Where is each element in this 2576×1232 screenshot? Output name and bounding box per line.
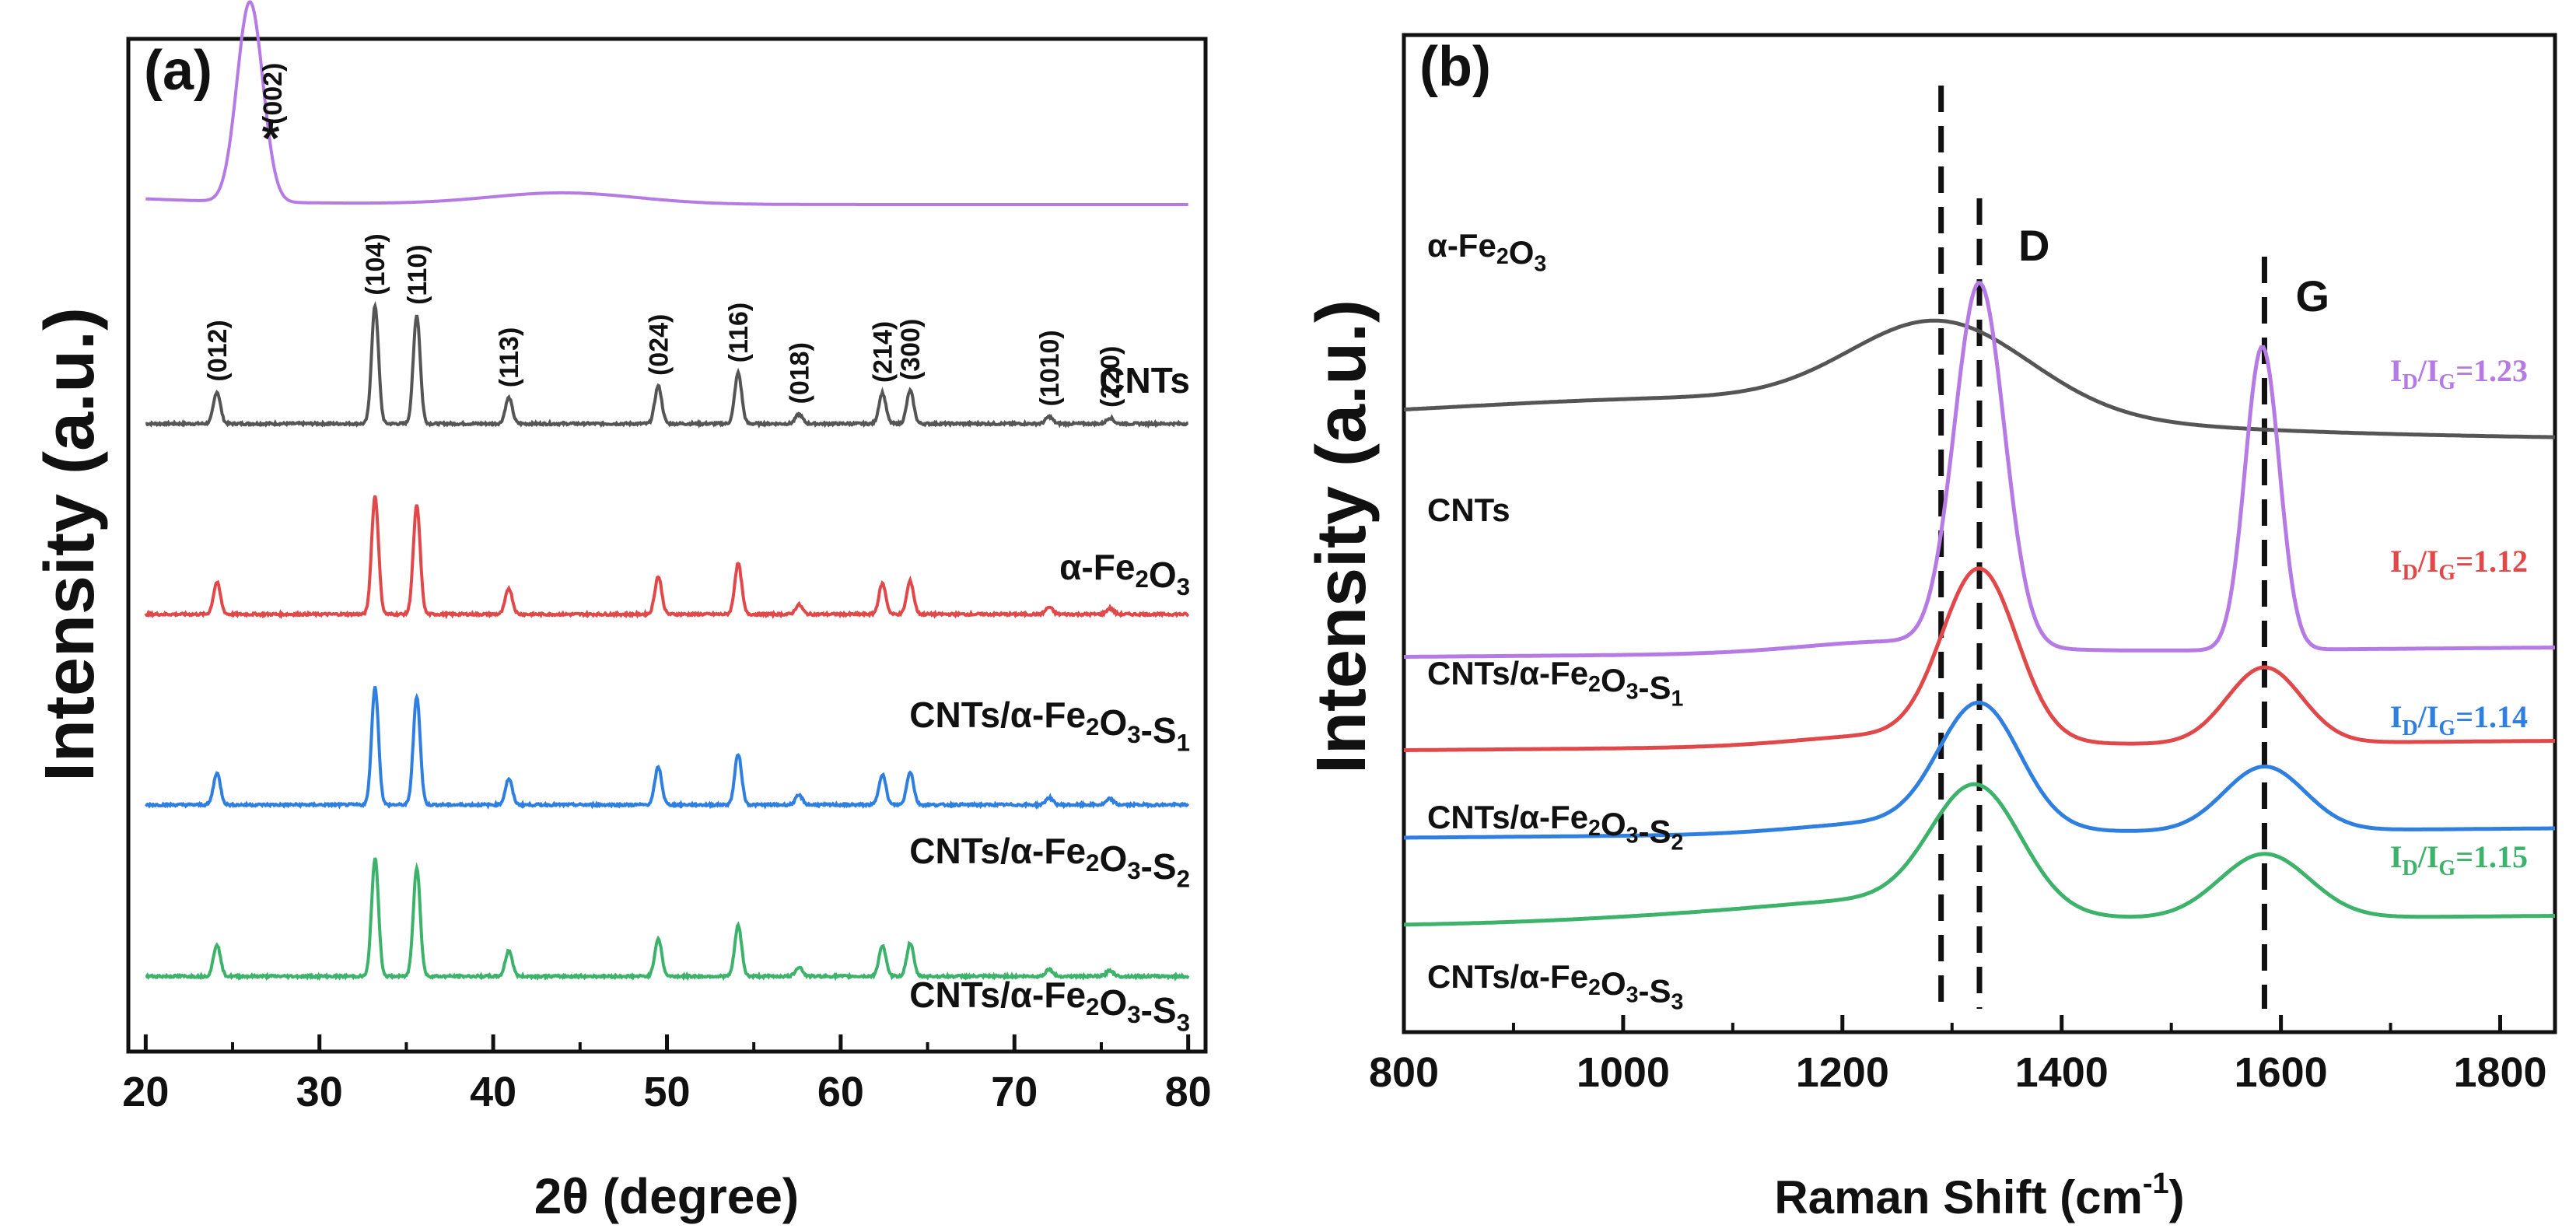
- panel-a: (a) 20 30 40 50 60 70 80 (012)(104) (110)(113)(…: [31, 0, 1212, 1224]
- panel-b-x-tick-label: 1800: [2453, 1049, 2546, 1096]
- panel-b-series-line: [1403, 318, 2555, 439]
- panel-a-hkl-label: (012): [203, 320, 233, 381]
- panel-b-series-line: [1404, 700, 2555, 840]
- series-name-label: CNTs/α-Fe2O3-S2: [909, 831, 1190, 892]
- panel-b: (b) 800 1000 1200 1400 1600 1800 α-Fe2O3 CNTs C…: [1303, 33, 2557, 1223]
- panel-b-x-ticks: 800 1000 1200 1400 1600 1800: [1369, 1015, 2547, 1096]
- panel-a-axes-frame: [126, 37, 1208, 1054]
- panel-a-series: [144, 0, 1190, 982]
- panel-b-axes-frame: [1402, 33, 2557, 1034]
- panel-a-label: (a): [144, 40, 212, 102]
- panel-b-x-tick-label: 1400: [2015, 1049, 2109, 1096]
- panel-a-series-line: [144, 686, 1190, 810]
- panel-b-series-line: [1404, 782, 2555, 927]
- panel-a-hkl-label: (024): [644, 314, 674, 376]
- panel-a-hkl-label: (018): [785, 342, 814, 404]
- panel-a-hkl-label: (1010): [1035, 330, 1065, 406]
- panel-b-ratio-label: ID/IG=1.15: [2390, 839, 2528, 880]
- series-name-label: CNTs/α-Fe2O3-S1: [909, 695, 1190, 756]
- panel-a-series-labels: CNTs α-Fe2O3 CNTs/α-Fe2O3-S1 CNTs/α-Fe2O3-S…: [909, 360, 1190, 1036]
- panel-b-x-tick-label: 1200: [1796, 1049, 1889, 1096]
- panel-b-x-tick-label: 1600: [2235, 1049, 2328, 1096]
- panel-a-series-line: [144, 495, 1190, 620]
- panel-b-x-tick-label: 1000: [1577, 1049, 1670, 1096]
- panel-a-x-tick-label: 20: [122, 1069, 169, 1115]
- panel-a-x-tick-label: 50: [643, 1069, 690, 1115]
- panel-b-band-labels: DG: [2018, 221, 2329, 320]
- panel-a-hkl-label: (113): [495, 327, 524, 388]
- panel-b-x-label: Raman Shift (cm-1): [1774, 1167, 2184, 1223]
- panel-b-band-label: D: [2018, 221, 2049, 270]
- panel-a-hkl-label: (104): [361, 233, 390, 295]
- series-name-label: CNTs: [1099, 360, 1190, 401]
- panel-a-cnt-hkl: (002): [258, 63, 288, 124]
- panel-b-y-label: Intensity (a.u.): [1303, 299, 1381, 774]
- panel-a-x-tick-label: 60: [817, 1069, 864, 1115]
- panel-a-x-tick-label: 30: [296, 1069, 343, 1115]
- panel-b-series-labels: α-Fe2O3 CNTs CNTs/α-Fe2O3-S1 CNTs/α-Fe2O3-S…: [1427, 227, 1684, 1015]
- panel-b-dashed-lines: [1938, 86, 2267, 1009]
- panel-a-x-tick-label: 70: [991, 1069, 1038, 1115]
- panel-a-hkl-label: (116): [724, 303, 754, 363]
- panel-a-hkl-label: (214): [869, 321, 898, 383]
- panel-b-ratio-labels: ID/IG=1.23 ID/IG=1.12 ID/IG=1.14 ID/IG=1.15: [2390, 353, 2528, 880]
- series-name-label: CNTs/α-Fe2O3-S1: [1427, 655, 1684, 712]
- panel-a-x-ticks: 20 30 40 50 60 70 80: [122, 1034, 1212, 1115]
- panel-a-series-line: [145, 857, 1190, 982]
- series-name-label: CNTs/α-Fe2O3-S3: [909, 975, 1190, 1036]
- panel-b-ratio-label: ID/IG=1.14: [2390, 699, 2528, 740]
- series-name-label: CNTs/α-Fe2O3-S2: [1427, 799, 1683, 856]
- panel-a-cnt-marker: *: [262, 114, 280, 164]
- panel-b-band-label: G: [2295, 271, 2329, 320]
- series-name-label: CNTs: [1427, 492, 1510, 528]
- series-name-label: α-Fe2O3: [1427, 227, 1546, 276]
- panel-b-label: (b): [1419, 36, 1491, 98]
- panel-b-x-tick-label: 800: [1369, 1049, 1439, 1096]
- panel-a-x-tick-label: 40: [470, 1069, 516, 1115]
- panel-a-series-line: [145, 300, 1189, 429]
- panel-b-series-line: [1404, 566, 2555, 752]
- panel-a-y-label: Intensity (a.u.): [31, 307, 109, 782]
- panel-a-hkl-label: (300): [896, 319, 926, 380]
- panel-a-hkl-labels: (012) (104) (110) (113) (024) (116) (018) (214)…: [203, 233, 1125, 408]
- panel-b-series-line: [1404, 281, 2555, 659]
- panel-a-x-label: 2θ (degree): [534, 1168, 799, 1224]
- panel-b-ratio-label: ID/IG=1.12: [2390, 544, 2528, 585]
- series-name-label: CNTs/α-Fe2O3-S3: [1427, 958, 1683, 1015]
- panel-a-series-line: [145, 0, 1188, 206]
- panel-a-x-tick-label: 80: [1165, 1069, 1212, 1115]
- panel-b-ratio-label: ID/IG=1.23: [2390, 353, 2528, 394]
- panel-a-hkl-label: (110): [403, 244, 432, 305]
- panel-a-hkl-label: (220): [1096, 346, 1125, 408]
- series-name-label: α-Fe2O3: [1059, 547, 1190, 600]
- panel-b-series: [1403, 281, 2555, 927]
